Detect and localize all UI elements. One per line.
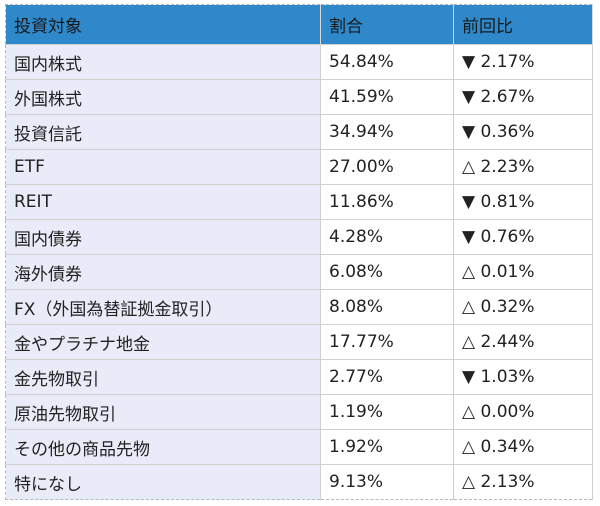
header-ratio: 割合 — [320, 4, 454, 45]
ratio-cell: 54.84% — [320, 44, 454, 80]
table-body: 国内株式 54.84% ▼ 2.17% 外国株式 41.59% ▼ 2.67% 投資信託 34… — [5, 44, 593, 500]
name-cell: REIT — [5, 184, 321, 220]
change-cell: ▼ 0.81% — [453, 184, 593, 220]
ratio-cell: 1.92% — [320, 429, 454, 465]
table-row: 海外債券 6.08% △ 0.01% — [5, 254, 593, 290]
change-cell: ▼ 2.17% — [453, 44, 593, 80]
name-cell: 特になし — [5, 464, 321, 500]
ratio-cell: 4.28% — [320, 219, 454, 255]
change-cell: ▼ 0.36% — [453, 114, 593, 150]
name-cell: 金やプラチナ地金 — [5, 324, 321, 360]
table-row: 金先物取引 2.77% ▼ 1.03% — [5, 359, 593, 395]
header-row: 投資対象 割合 前回比 — [5, 4, 593, 45]
table-row: 金やプラチナ地金 17.77% △ 2.44% — [5, 324, 593, 360]
investment-table: 投資対象 割合 前回比 国内株式 54.84% ▼ 2.17% 外国株式 41.59% ▼… — [5, 4, 593, 500]
change-cell: △ 0.32% — [453, 289, 593, 325]
change-cell: △ 0.00% — [453, 394, 593, 430]
change-cell: ▼ 0.76% — [453, 219, 593, 255]
ratio-cell: 8.08% — [320, 289, 454, 325]
table-row: その他の商品先物 1.92% △ 0.34% — [5, 429, 593, 465]
name-cell: 原油先物取引 — [5, 394, 321, 430]
name-cell: 金先物取引 — [5, 359, 321, 395]
name-cell: 海外債券 — [5, 254, 321, 290]
ratio-cell: 11.86% — [320, 184, 454, 220]
change-cell: △ 2.23% — [453, 149, 593, 185]
ratio-cell: 17.77% — [320, 324, 454, 360]
change-cell: ▼ 1.03% — [453, 359, 593, 395]
ratio-cell: 9.13% — [320, 464, 454, 500]
table-row: ETF 27.00% △ 2.23% — [5, 149, 593, 185]
table-row: 外国株式 41.59% ▼ 2.67% — [5, 79, 593, 115]
ratio-cell: 2.77% — [320, 359, 454, 395]
name-cell: その他の商品先物 — [5, 429, 321, 465]
ratio-cell: 27.00% — [320, 149, 454, 185]
ratio-cell: 41.59% — [320, 79, 454, 115]
change-cell: △ 0.34% — [453, 429, 593, 465]
change-cell: ▼ 2.67% — [453, 79, 593, 115]
table-row: REIT 11.86% ▼ 0.81% — [5, 184, 593, 220]
table-row: 原油先物取引 1.19% △ 0.00% — [5, 394, 593, 430]
table-row: 国内株式 54.84% ▼ 2.17% — [5, 44, 593, 80]
table-row: 特になし 9.13% △ 2.13% — [5, 464, 593, 500]
name-cell: 国内債券 — [5, 219, 321, 255]
name-cell: ETF — [5, 149, 321, 185]
change-cell: △ 2.13% — [453, 464, 593, 500]
change-cell: △ 0.01% — [453, 254, 593, 290]
ratio-cell: 34.94% — [320, 114, 454, 150]
name-cell: 外国株式 — [5, 79, 321, 115]
change-cell: △ 2.44% — [453, 324, 593, 360]
table-row: 投資信託 34.94% ▼ 0.36% — [5, 114, 593, 150]
header-change: 前回比 — [453, 4, 593, 45]
name-cell: 投資信託 — [5, 114, 321, 150]
ratio-cell: 6.08% — [320, 254, 454, 290]
name-cell: 国内株式 — [5, 44, 321, 80]
header-investment-target: 投資対象 — [5, 4, 321, 45]
table-row: 国内債券 4.28% ▼ 0.76% — [5, 219, 593, 255]
name-cell: FX（外国為替証拠金取引） — [5, 289, 321, 325]
table-row: FX（外国為替証拠金取引） 8.08% △ 0.32% — [5, 289, 593, 325]
ratio-cell: 1.19% — [320, 394, 454, 430]
